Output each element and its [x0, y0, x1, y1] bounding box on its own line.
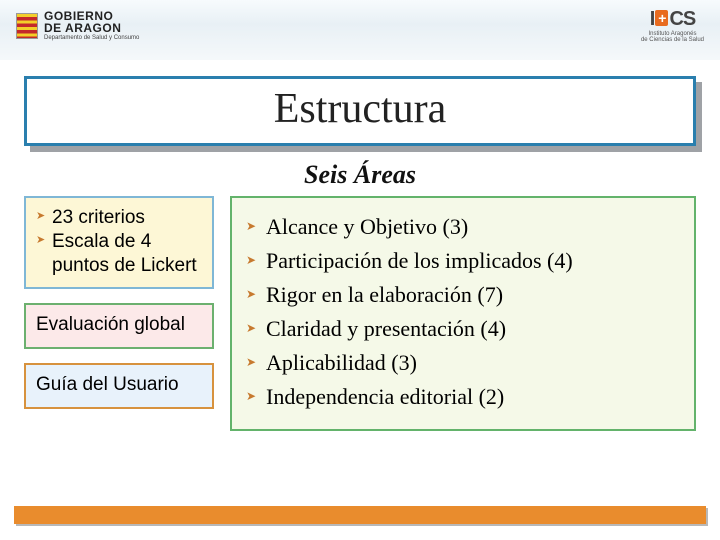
title-container: Estructura [24, 76, 696, 146]
areas-box: Alcance y Objetivo (3) Participación de … [230, 196, 696, 431]
plus-icon: + [655, 10, 668, 26]
box-text: Guía del Usuario [36, 374, 179, 395]
area-item: Rigor en la elaboración (7) [246, 278, 680, 312]
list-item: 23 criterios [36, 206, 202, 230]
ics-sub2: de Ciencias de la Salud [641, 37, 704, 43]
right-column: Alcance y Objetivo (3) Participación de … [230, 196, 696, 431]
header-band: GOBIERNO DE ARAGON Departamento de Salud… [0, 0, 720, 60]
logo-gobierno-aragon: GOBIERNO DE ARAGON Departamento de Salud… [16, 10, 139, 41]
area-item: Participación de los implicados (4) [246, 244, 680, 278]
aragon-text: GOBIERNO DE ARAGON Departamento de Salud… [44, 10, 139, 41]
area-item: Independencia editorial (2) [246, 380, 680, 414]
area-item: Claridad y presentación (4) [246, 312, 680, 346]
area-item: Aplicabilidad (3) [246, 346, 680, 380]
title-box: Estructura [24, 76, 696, 146]
area-item: Alcance y Objetivo (3) [246, 210, 680, 244]
footer-bar [14, 506, 706, 524]
list-item: Escala de 4 puntos de Lickert [36, 230, 202, 278]
ics-i: I [650, 8, 655, 30]
aragon-line3: Departamento de Salud y Consumo [44, 35, 139, 41]
box-text: Evaluación global [36, 314, 185, 335]
box-guia-usuario: Guía del Usuario [24, 363, 214, 409]
page-title: Estructura [274, 86, 447, 132]
subtitle: Seis Áreas [0, 160, 720, 190]
aragon-line2: DE ARAGON [44, 22, 139, 34]
box-evaluacion-global: Evaluación global [24, 303, 214, 349]
ics-mark: I+CS [641, 8, 704, 31]
ics-cs: CS [669, 8, 695, 30]
box-criterios: 23 criterios Escala de 4 puntos de Licke… [24, 196, 214, 289]
logo-ics: I+CS Instituto Aragonés de Ciencias de l… [641, 8, 704, 43]
left-column: 23 criterios Escala de 4 puntos de Licke… [24, 196, 214, 431]
aragon-flag-icon [16, 13, 38, 39]
main-columns: 23 criterios Escala de 4 puntos de Licke… [24, 196, 696, 431]
